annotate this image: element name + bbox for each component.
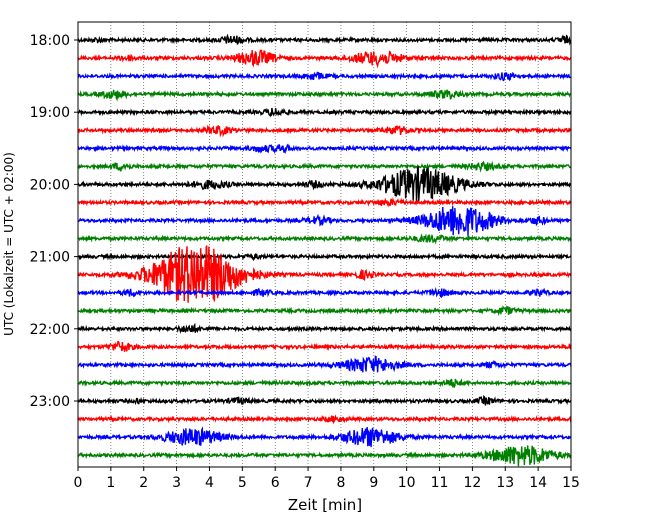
x-tick-label: 14 — [529, 475, 547, 491]
trace-2115 — [77, 245, 572, 303]
trace-2000 — [77, 165, 572, 202]
trace-1930 — [77, 143, 572, 155]
y-axis-label: UTC (Lokalzeit = UTC + 02:00) — [2, 152, 16, 336]
y-tick-label: 18:00 — [30, 33, 70, 49]
trace-2345 — [77, 445, 572, 467]
x-tick-label: 10 — [398, 475, 416, 491]
trace-1830 — [77, 71, 572, 82]
x-tick-label: 1 — [106, 475, 115, 491]
trace-1815 — [77, 49, 572, 69]
x-tick-label: 3 — [172, 475, 181, 491]
x-axis-label: Zeit [min] — [288, 496, 362, 514]
trace-1945 — [77, 160, 572, 173]
trace-2030 — [77, 206, 572, 237]
x-tick-label: 7 — [304, 475, 313, 491]
x-tick-label: 11 — [431, 475, 449, 491]
traces — [77, 33, 572, 467]
x-tick-label: 5 — [238, 475, 247, 491]
trace-1845 — [77, 88, 572, 102]
trace-2245 — [77, 378, 572, 389]
y-tick-label: 20:00 — [30, 177, 70, 193]
y-tick-label: 23:00 — [30, 394, 70, 410]
plot-frame — [77, 21, 572, 468]
y-tick-label: 19:00 — [30, 105, 70, 121]
trace-2315 — [77, 414, 572, 425]
x-tick-label: 0 — [74, 475, 83, 491]
y-axis: 18:00 19:00 20:00 21:00 22:00 23:00 — [30, 33, 78, 410]
trace-2100 — [77, 252, 572, 262]
trace-2330 — [77, 426, 572, 448]
trace-2230 — [77, 355, 572, 373]
trace-2300 — [77, 394, 572, 406]
y-tick-label: 21:00 — [30, 250, 70, 266]
trace-2200 — [77, 322, 572, 334]
plot-area — [78, 22, 571, 467]
x-tick-label: 9 — [369, 475, 378, 491]
trace-1900 — [77, 107, 572, 118]
x-tick-label: 13 — [496, 475, 514, 491]
x-tick-label: 15 — [562, 475, 580, 491]
y-tick-label: 22:00 — [30, 322, 70, 338]
x-tick-label: 2 — [139, 475, 148, 491]
trace-2130 — [77, 287, 572, 299]
trace-1800 — [77, 33, 572, 46]
x-axis: 0 1 2 3 4 5 6 7 8 9 10 11 12 13 14 15 — [74, 467, 580, 491]
x-tick-label: 12 — [463, 475, 481, 491]
trace-1915 — [77, 124, 572, 138]
trace-2045 — [77, 233, 572, 245]
trace-2215 — [77, 340, 572, 352]
grid-lines — [110, 22, 539, 467]
trace-2145 — [77, 305, 572, 317]
x-tick-label: 6 — [271, 475, 280, 491]
trace-2015 — [77, 196, 572, 208]
x-tick-label: 4 — [205, 475, 214, 491]
x-tick-label: 8 — [336, 475, 345, 491]
